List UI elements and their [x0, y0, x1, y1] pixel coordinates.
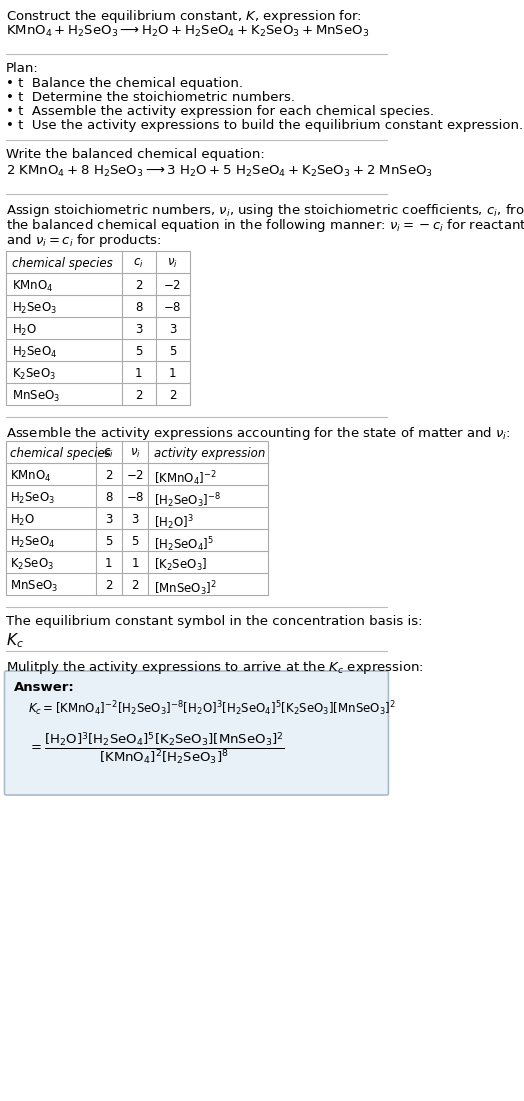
Text: 8: 8 — [135, 301, 143, 314]
Text: $[\mathrm{KMnO_4}]^{-2}$: $[\mathrm{KMnO_4}]^{-2}$ — [155, 469, 217, 488]
Text: • t  Use the activity expressions to build the equilibrium constant expression.: • t Use the activity expressions to buil… — [6, 119, 523, 132]
Text: 2: 2 — [169, 389, 176, 402]
Text: $\mathrm{H_2SeO_4}$: $\mathrm{H_2SeO_4}$ — [10, 535, 56, 550]
Text: $\mathrm{KMnO_4}$: $\mathrm{KMnO_4}$ — [10, 469, 52, 484]
Text: 1: 1 — [105, 557, 113, 570]
Text: $\mathrm{H_2SeO_3}$: $\mathrm{H_2SeO_3}$ — [12, 301, 57, 316]
Text: $\mathrm{H_2SeO_3}$: $\mathrm{H_2SeO_3}$ — [10, 491, 56, 506]
Text: $-2$: $-2$ — [126, 469, 144, 482]
FancyBboxPatch shape — [5, 671, 388, 795]
Text: $c_i$: $c_i$ — [134, 257, 144, 270]
Text: 3: 3 — [132, 513, 139, 526]
Text: • t  Assemble the activity expression for each chemical species.: • t Assemble the activity expression for… — [6, 105, 434, 118]
Text: • t  Determine the stoichiometric numbers.: • t Determine the stoichiometric numbers… — [6, 91, 295, 103]
Text: chemical species: chemical species — [10, 447, 111, 460]
Text: $[\mathrm{MnSeO_3}]^2$: $[\mathrm{MnSeO_3}]^2$ — [155, 579, 217, 598]
Text: $K_c$: $K_c$ — [6, 631, 24, 650]
Text: 1: 1 — [169, 367, 176, 380]
Text: the balanced chemical equation in the following manner: $\nu_i = -c_i$ for react: the balanced chemical equation in the fo… — [6, 217, 524, 235]
Text: 3: 3 — [135, 323, 143, 336]
Text: $\mathrm{MnSeO_3}$: $\mathrm{MnSeO_3}$ — [12, 389, 60, 404]
Text: The equilibrium constant symbol in the concentration basis is:: The equilibrium constant symbol in the c… — [6, 615, 422, 628]
Text: $-2$: $-2$ — [163, 279, 182, 292]
Text: Answer:: Answer: — [14, 682, 74, 694]
Text: $\mathrm{MnSeO_3}$: $\mathrm{MnSeO_3}$ — [10, 579, 59, 595]
Text: $\nu_i$: $\nu_i$ — [129, 447, 140, 460]
Text: $[\mathrm{H_2O}]^3$: $[\mathrm{H_2O}]^3$ — [155, 513, 194, 532]
Text: $= \dfrac{[\mathrm{H_2O}]^3 [\mathrm{H_2SeO_4}]^5 [\mathrm{K_2SeO_3}][\mathrm{Mn: $= \dfrac{[\mathrm{H_2O}]^3 [\mathrm{H_2… — [28, 731, 286, 767]
Text: 2: 2 — [135, 279, 143, 292]
Text: 2: 2 — [135, 389, 143, 402]
Text: 1: 1 — [131, 557, 139, 570]
Text: 5: 5 — [169, 345, 176, 358]
Text: $[\mathrm{H_2SeO_4}]^5$: $[\mathrm{H_2SeO_4}]^5$ — [155, 535, 214, 554]
Text: 2: 2 — [131, 579, 139, 592]
Text: 8: 8 — [105, 491, 113, 504]
Text: activity expression: activity expression — [155, 447, 266, 460]
Text: 5: 5 — [105, 535, 113, 548]
Text: $\mathrm{K_2SeO_3}$: $\mathrm{K_2SeO_3}$ — [10, 557, 54, 573]
Text: chemical species: chemical species — [12, 257, 113, 270]
Text: $\mathrm{KMnO_4}$: $\mathrm{KMnO_4}$ — [12, 279, 53, 294]
Text: Mulitply the activity expressions to arrive at the $K_c$ expression:: Mulitply the activity expressions to arr… — [6, 659, 424, 676]
Bar — [6, 442, 268, 595]
Text: Write the balanced chemical equation:: Write the balanced chemical equation: — [6, 148, 265, 161]
Text: 2: 2 — [105, 579, 113, 592]
Text: Assign stoichiometric numbers, $\nu_i$, using the stoichiometric coefficients, $: Assign stoichiometric numbers, $\nu_i$, … — [6, 201, 524, 219]
Text: $-8$: $-8$ — [126, 491, 144, 504]
Text: Construct the equilibrium constant, $K$, expression for:: Construct the equilibrium constant, $K$,… — [6, 8, 362, 25]
Text: $c_i$: $c_i$ — [103, 447, 114, 460]
Text: 2: 2 — [105, 469, 113, 482]
Text: Plan:: Plan: — [6, 62, 39, 75]
Text: $2\ \mathrm{KMnO_4 + 8\ H_2SeO_3 \longrightarrow 3\ H_2O + 5\ H_2SeO_4 + K_2SeO_: $2\ \mathrm{KMnO_4 + 8\ H_2SeO_3 \longri… — [6, 164, 433, 179]
Text: $\mathrm{H_2SeO_4}$: $\mathrm{H_2SeO_4}$ — [12, 345, 57, 360]
Text: $\nu_i$: $\nu_i$ — [167, 257, 178, 270]
Text: • t  Balance the chemical equation.: • t Balance the chemical equation. — [6, 77, 243, 90]
Bar — [6, 251, 190, 405]
Text: $[\mathrm{H_2SeO_3}]^{-8}$: $[\mathrm{H_2SeO_3}]^{-8}$ — [155, 491, 222, 510]
Text: 3: 3 — [105, 513, 113, 526]
Text: $-8$: $-8$ — [163, 301, 182, 314]
Text: $K_c = [\mathrm{KMnO_4}]^{-2} [\mathrm{H_2SeO_3}]^{-8} [\mathrm{H_2O}]^3 [\mathr: $K_c = [\mathrm{KMnO_4}]^{-2} [\mathrm{H… — [28, 699, 396, 718]
Text: $[\mathrm{K_2SeO_3}]$: $[\mathrm{K_2SeO_3}]$ — [155, 557, 208, 574]
Text: 5: 5 — [135, 345, 143, 358]
Text: 1: 1 — [135, 367, 143, 380]
Text: $\mathrm{KMnO_4 + H_2SeO_3 \longrightarrow H_2O + H_2SeO_4 + K_2SeO_3 + MnSeO_3}: $\mathrm{KMnO_4 + H_2SeO_3 \longrightarr… — [6, 24, 369, 40]
Text: $\mathrm{H_2O}$: $\mathrm{H_2O}$ — [12, 323, 37, 338]
Text: and $\nu_i = c_i$ for products:: and $\nu_i = c_i$ for products: — [6, 232, 161, 249]
Text: $\mathrm{K_2SeO_3}$: $\mathrm{K_2SeO_3}$ — [12, 367, 56, 382]
Text: Assemble the activity expressions accounting for the state of matter and $\nu_i$: Assemble the activity expressions accoun… — [6, 425, 511, 442]
Text: 3: 3 — [169, 323, 176, 336]
Text: 5: 5 — [132, 535, 139, 548]
Text: $\mathrm{H_2O}$: $\mathrm{H_2O}$ — [10, 513, 36, 528]
